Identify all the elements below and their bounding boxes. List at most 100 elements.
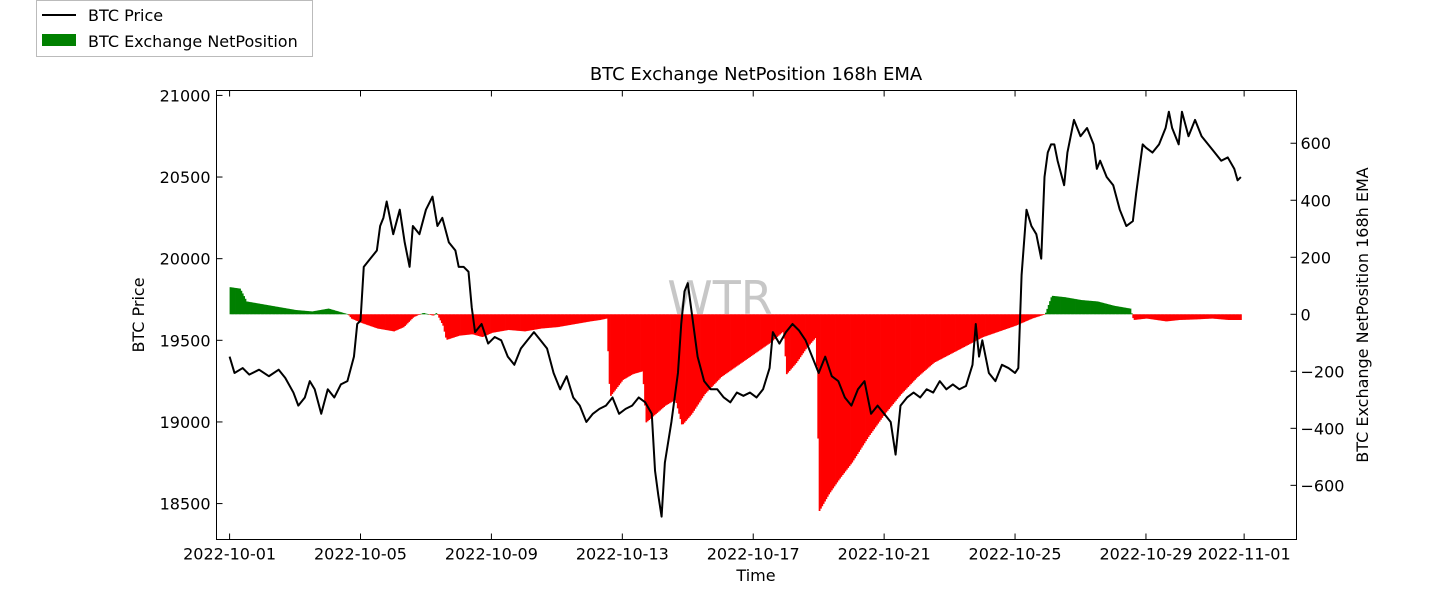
netposition-bar-414 xyxy=(794,314,796,365)
netposition-bar-16 xyxy=(251,302,254,315)
netposition-bar-584 xyxy=(1025,314,1028,321)
netposition-bar-26 xyxy=(265,304,267,315)
netposition-bar-700 xyxy=(1184,314,1186,320)
netposition-bar-188 xyxy=(485,314,488,336)
netposition-bar-566 xyxy=(1001,314,1004,331)
netposition-bar-268 xyxy=(595,314,597,321)
netposition-bar-128 xyxy=(404,314,406,327)
netposition-bar-197 xyxy=(498,314,500,332)
netposition-bar-289 xyxy=(623,314,626,380)
netposition-bar-42 xyxy=(286,308,289,315)
netposition-bar-545 xyxy=(972,314,975,343)
netposition-bar-405 xyxy=(781,314,784,333)
y-left-tick-label-2: 19500 xyxy=(160,331,211,350)
netposition-bar-171 xyxy=(462,314,465,336)
netposition-bar-716 xyxy=(1205,314,1208,319)
netposition-bar-731 xyxy=(1226,314,1229,320)
netposition-bar-49 xyxy=(296,310,299,315)
netposition-bar-682 xyxy=(1159,314,1162,321)
netposition-bar-481 xyxy=(885,314,888,413)
netposition-bar-62 xyxy=(314,310,316,315)
netposition-bar-600 xyxy=(1047,305,1050,315)
netposition-bar-621 xyxy=(1076,299,1079,315)
netposition-bar-616 xyxy=(1069,298,1072,315)
netposition-bar-460 xyxy=(856,314,859,454)
netposition-bar-649 xyxy=(1114,305,1117,315)
netposition-bar-238 xyxy=(554,314,556,328)
netposition-bar-359 xyxy=(719,314,721,379)
netposition-bar-633 xyxy=(1092,301,1095,315)
netposition-bar-484 xyxy=(889,314,892,408)
netposition-bar-644 xyxy=(1107,304,1110,315)
netposition-bar-293 xyxy=(629,314,631,376)
netposition-bar-115 xyxy=(386,314,389,331)
netposition-bar-415 xyxy=(795,314,798,364)
netposition-bar-418 xyxy=(799,314,802,358)
netposition-bar-242 xyxy=(559,314,562,327)
netposition-bar-36 xyxy=(278,307,281,315)
netposition-bar-163 xyxy=(451,314,454,338)
netposition-bar-376 xyxy=(742,314,745,362)
netposition-bar-175 xyxy=(468,314,470,335)
netposition-bar-737 xyxy=(1234,314,1237,320)
netposition-bar-111 xyxy=(380,314,383,330)
netposition-bar-369 xyxy=(732,314,735,369)
y-left-axis-ticks: 18500 19000 19500 20000 20500 21000 xyxy=(160,86,223,514)
netposition-bar-567 xyxy=(1002,314,1005,330)
netposition-bar-568 xyxy=(1004,314,1006,330)
netposition-bar-187 xyxy=(484,314,487,336)
netposition-bar-696 xyxy=(1178,314,1181,320)
netposition-bar-3 xyxy=(233,287,236,315)
netposition-bar-140 xyxy=(420,313,423,315)
netposition-bar-551 xyxy=(980,314,983,338)
netposition-bar-75 xyxy=(331,309,334,315)
netposition-bar-503 xyxy=(915,314,918,379)
netposition-bar-564 xyxy=(998,314,1001,332)
netposition-bar-578 xyxy=(1017,314,1020,325)
netposition-bar-241 xyxy=(558,314,560,327)
netposition-bar-672 xyxy=(1145,314,1148,319)
netposition-bar-267 xyxy=(593,314,596,321)
netposition-bar-668 xyxy=(1140,314,1143,320)
netposition-bar-558 xyxy=(990,314,993,335)
netposition-bar-322 xyxy=(668,314,671,404)
netposition-bar-15 xyxy=(250,302,252,315)
netposition-bar-627 xyxy=(1084,300,1087,315)
netposition-bar-372 xyxy=(736,314,739,366)
y-left-tick-label-3: 20000 xyxy=(160,250,211,269)
netposition-bar-631 xyxy=(1090,300,1092,315)
netposition-bar-443 xyxy=(833,314,836,487)
netposition-bar-284 xyxy=(616,314,619,387)
netposition-bar-220 xyxy=(529,314,532,331)
netposition-bar-250 xyxy=(570,314,573,325)
netposition-bar-722 xyxy=(1214,314,1216,319)
netposition-bar-371 xyxy=(735,314,738,367)
netposition-bar-114 xyxy=(385,314,387,330)
netposition-bar-82 xyxy=(341,312,344,315)
netposition-bar-618 xyxy=(1072,298,1075,315)
netposition-bar-352 xyxy=(709,314,712,389)
netposition-bar-523 xyxy=(942,314,945,358)
netposition-bar-719 xyxy=(1210,314,1212,319)
netposition-bar-165 xyxy=(454,314,457,338)
netposition-bar-510 xyxy=(925,314,927,370)
netposition-bar-167 xyxy=(457,314,460,337)
netposition-bar-106 xyxy=(374,314,376,328)
netposition-bar-254 xyxy=(575,314,578,324)
x-tick-label-2: 2022-10-09 xyxy=(445,545,538,564)
netposition-bar-665 xyxy=(1136,314,1139,320)
netposition-bar-146 xyxy=(428,314,431,315)
netposition-bar-245 xyxy=(563,314,566,326)
netposition-bar-259 xyxy=(582,314,585,323)
netposition-bar-300 xyxy=(638,314,641,373)
netposition-bar-472 xyxy=(873,314,875,430)
netposition-bar-224 xyxy=(535,314,537,330)
netposition-bar-422 xyxy=(805,314,807,350)
netposition-bar-243 xyxy=(560,314,563,327)
netposition-bar-101 xyxy=(367,314,370,326)
netposition-bar-667 xyxy=(1139,314,1141,320)
netposition-bar-393 xyxy=(765,314,768,346)
netposition-bar-734 xyxy=(1230,314,1233,320)
y-left-tick-label-4: 20500 xyxy=(160,168,211,187)
netposition-bar-45 xyxy=(290,309,293,315)
